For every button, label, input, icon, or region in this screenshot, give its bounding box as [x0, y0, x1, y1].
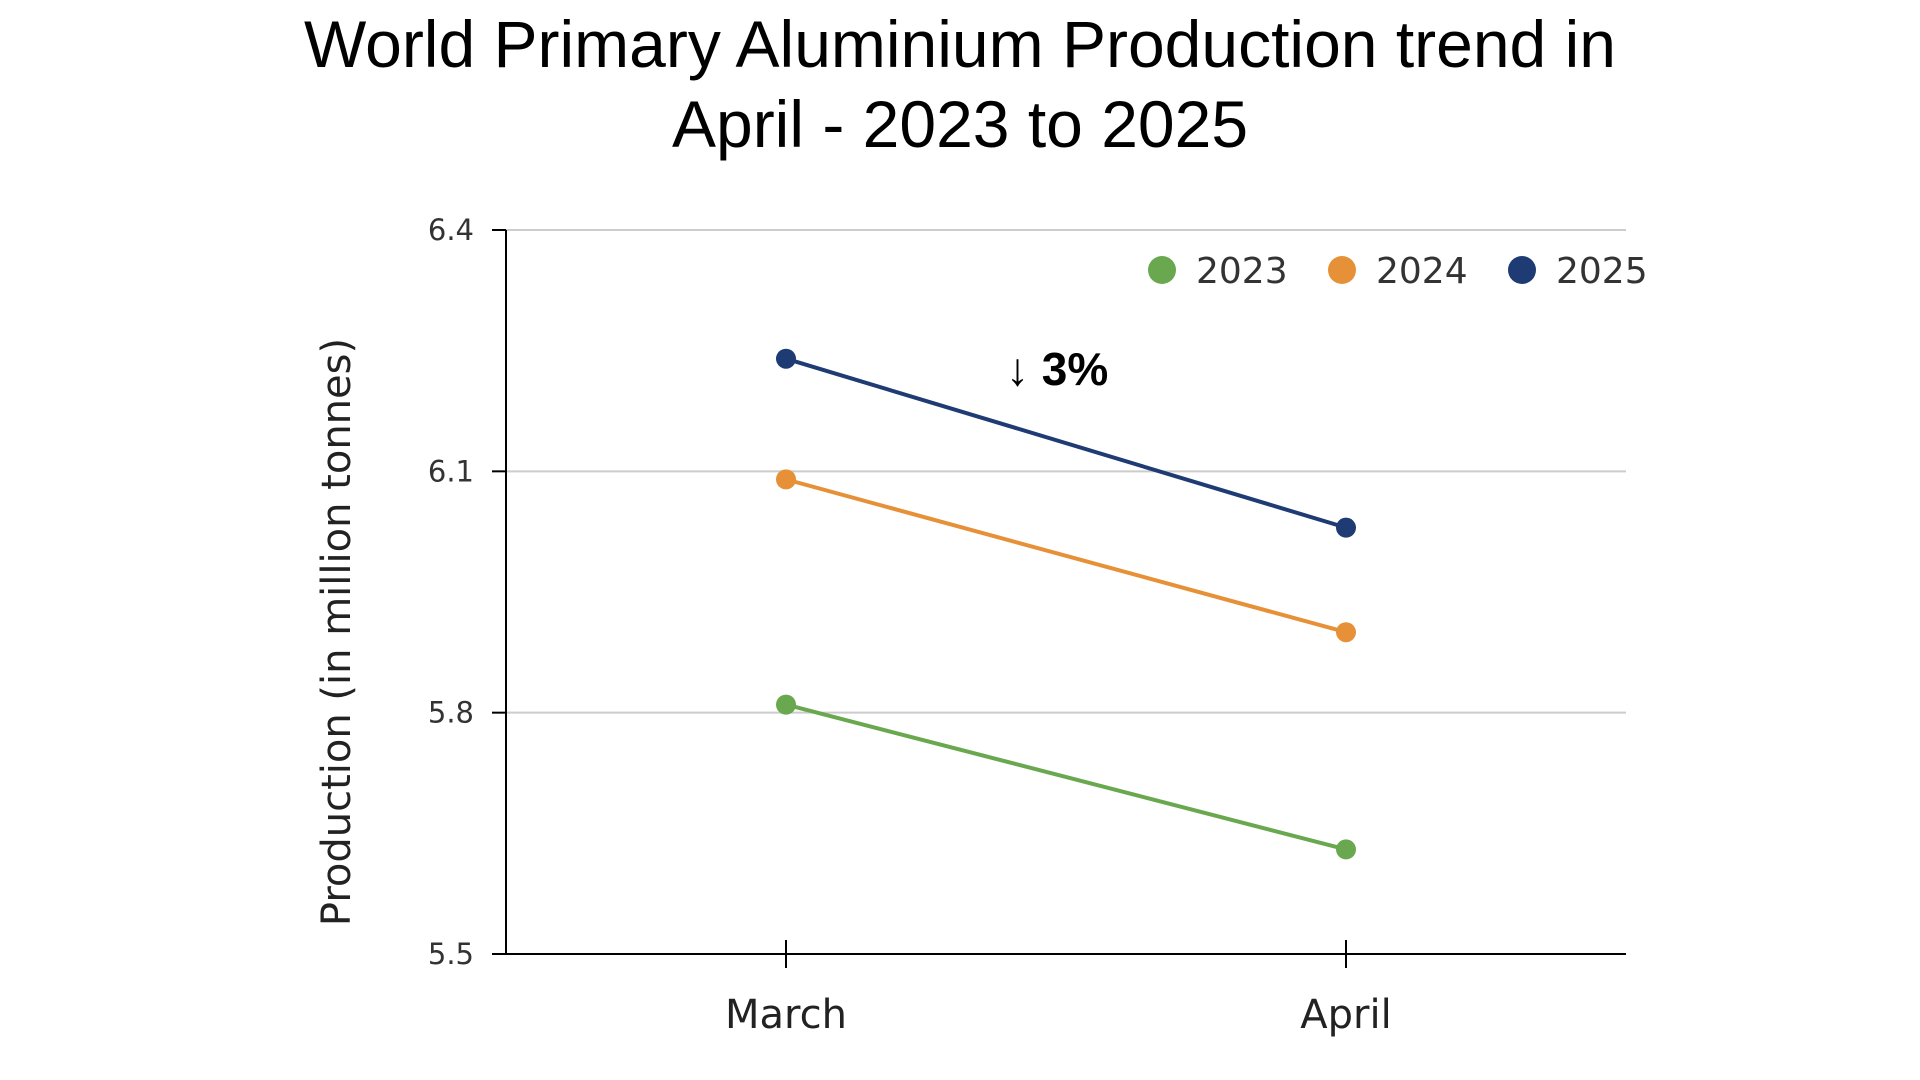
point-2024-april — [1336, 622, 1356, 643]
gridlines — [506, 229, 1626, 714]
legend-label-2024: 2024 — [1376, 251, 1468, 292]
legend-marker-2024 — [1328, 256, 1356, 284]
point-2025-march — [776, 348, 796, 369]
axes: 5.5 5.8 6.1 6.4 March April Production (in mil… — [314, 213, 1626, 1038]
legend-label-2023: 2023 — [1196, 251, 1288, 292]
annotation-label-0: ↓ 3% — [1006, 343, 1108, 395]
point-2025-april — [1336, 517, 1356, 538]
series-lines — [776, 348, 1356, 860]
y-axis-label: Production (in million tonnes) — [314, 338, 360, 926]
legend-marker-2023 — [1148, 256, 1176, 284]
legend-marker-2025 — [1508, 256, 1536, 284]
point-2024-march — [776, 469, 796, 490]
series-line-2024 — [785, 477, 1347, 635]
y-tick-label-0: 5.5 — [428, 937, 474, 971]
point-2023-march — [776, 694, 796, 715]
series-line-2023 — [785, 702, 1347, 852]
chart-title-line-1: World Primary Aluminium Production trend… — [304, 7, 1616, 81]
y-tick-label-2: 6.1 — [428, 454, 474, 488]
y-tick-label-3: 6.4 — [428, 213, 474, 247]
series-line-2025 — [785, 356, 1347, 530]
chart-title-line-2: April - 2023 to 2025 — [671, 87, 1249, 161]
annotations: ↓ 3% — [1006, 343, 1108, 395]
chart-title: World Primary Aluminium Production trend… — [0, 4, 1920, 164]
y-tick-label-1: 5.8 — [428, 696, 474, 730]
point-2023-april — [1336, 839, 1356, 860]
legend: 2023 2024 2025 — [1148, 251, 1648, 292]
x-tick-label-march: March — [725, 992, 847, 1038]
x-tick-label-april: April — [1300, 992, 1391, 1038]
legend-label-2025: 2025 — [1556, 251, 1648, 292]
